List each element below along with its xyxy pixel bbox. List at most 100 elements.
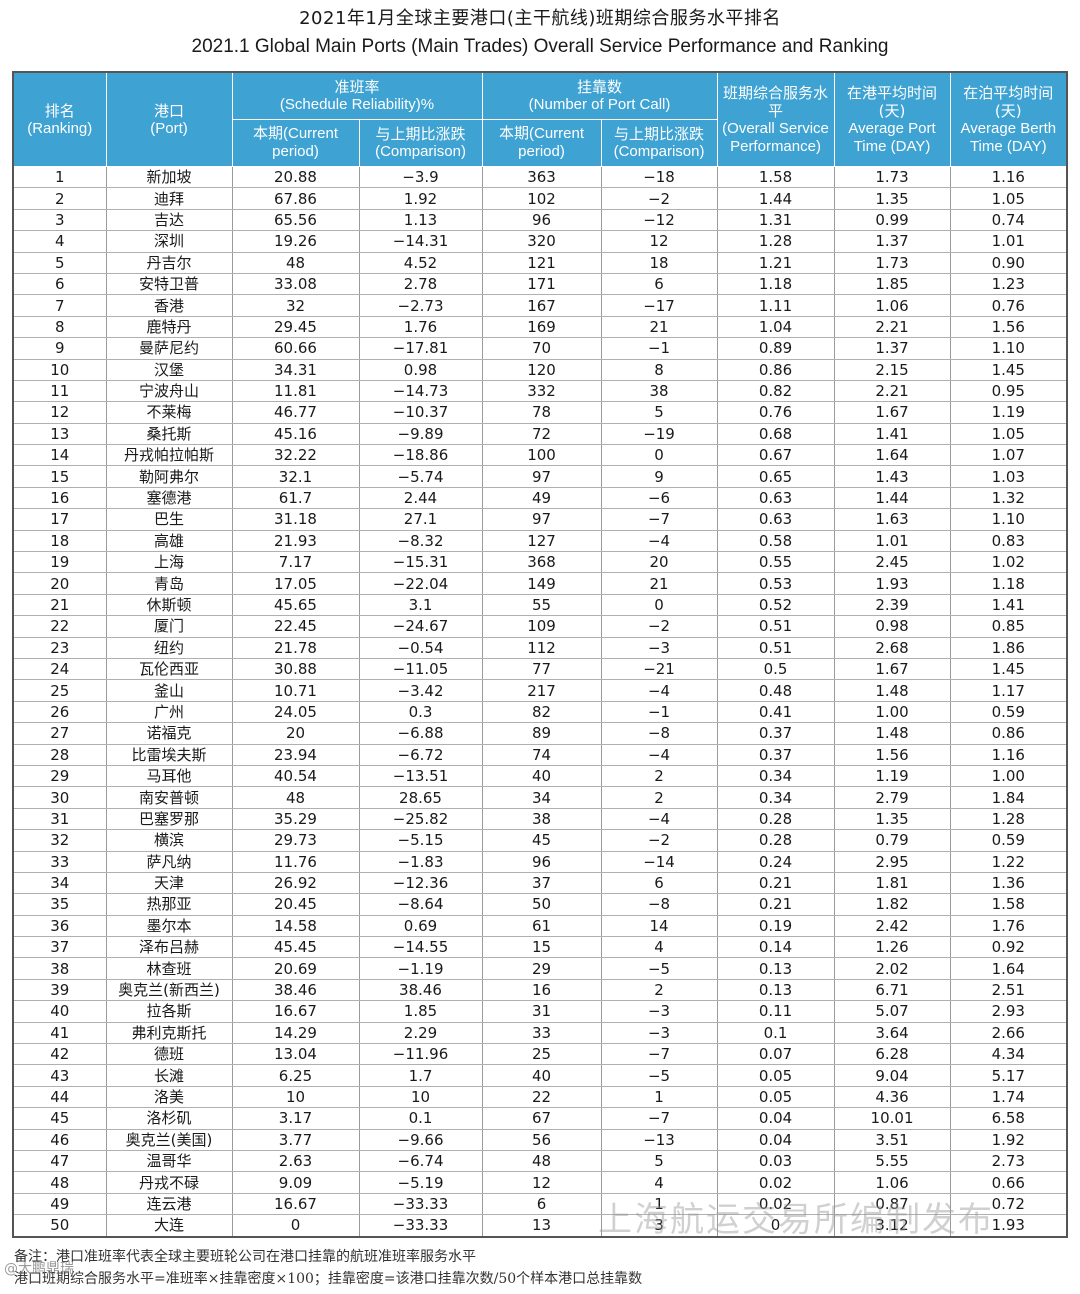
cell-port: 洛美 xyxy=(106,1086,233,1109)
cell-overall-service: 0.02 xyxy=(717,1193,835,1216)
cell-rank: 28 xyxy=(13,744,107,766)
cell-rank: 6 xyxy=(13,273,107,296)
cell-reliability-current: 3.17 xyxy=(232,1107,360,1130)
cell-reliability-comparison: 0.98 xyxy=(359,359,483,381)
cell-avg-berth-time: 0.92 xyxy=(950,936,1068,959)
cell-reliability-comparison: 2.29 xyxy=(359,1022,483,1045)
table-row: 15 勒阿弗尔 32.1 −5.74 97 9 0.65 1.43 1.03 xyxy=(13,465,1068,488)
cell-overall-service: 0 xyxy=(717,1214,835,1238)
cell-reliability-comparison: −5.74 xyxy=(359,465,483,488)
cell-port: 吉达 xyxy=(106,209,233,232)
cell-portcall-current: 96 xyxy=(482,209,602,232)
cell-port: 汉堡 xyxy=(106,359,233,381)
table-row: 23 纽约 21.78 −0.54 112 −3 0.51 2.68 1.86 xyxy=(13,637,1068,659)
cell-port: 巴塞罗那 xyxy=(106,808,233,831)
cell-avg-berth-time: 1.17 xyxy=(950,679,1068,702)
cell-portcall-comparison: 14 xyxy=(601,915,718,938)
cell-portcall-current: 72 xyxy=(482,423,602,446)
table-row: 2 迪拜 67.86 1.92 102 −2 1.44 1.35 1.05 xyxy=(13,187,1068,210)
cell-avg-port-time: 1.35 xyxy=(834,808,951,831)
table-row: 6 安特卫普 33.08 2.78 171 6 1.18 1.85 1.23 xyxy=(13,273,1068,296)
table-row: 34 天津 26.92 −12.36 37 6 0.21 1.81 1.36 xyxy=(13,872,1068,895)
cell-portcall-comparison: −3 xyxy=(601,1000,718,1023)
cell-portcall-current: 363 xyxy=(482,166,602,189)
cell-port: 热那亚 xyxy=(106,893,233,916)
cell-reliability-comparison: −11.05 xyxy=(359,658,483,681)
cell-avg-port-time: 1.06 xyxy=(834,1171,951,1194)
cell-rank: 12 xyxy=(13,401,107,424)
cell-rank: 17 xyxy=(13,508,107,531)
cell-overall-service: 1.11 xyxy=(717,294,835,317)
cell-portcall-comparison: 4 xyxy=(601,936,718,959)
cell-reliability-comparison: −5.15 xyxy=(359,829,483,852)
cell-reliability-comparison: −33.33 xyxy=(359,1214,483,1238)
cell-port: 勒阿弗尔 xyxy=(106,465,233,488)
cell-avg-port-time: 1.35 xyxy=(834,187,951,210)
table-row: 30 南安普顿 48 28.65 34 2 0.34 2.79 1.84 xyxy=(13,786,1068,809)
cell-rank: 13 xyxy=(13,423,107,446)
cell-portcall-current: 31 xyxy=(482,1000,602,1023)
cell-avg-port-time: 3.64 xyxy=(834,1022,951,1045)
cell-avg-berth-time: 6.58 xyxy=(950,1107,1068,1130)
cell-reliability-current: 14.29 xyxy=(232,1022,360,1045)
cell-avg-port-time: 6.71 xyxy=(834,979,951,1002)
cell-port: 桑托斯 xyxy=(106,423,233,446)
table-row: 41 弗利克斯托 14.29 2.29 33 −3 0.1 3.64 2.66 xyxy=(13,1022,1068,1045)
cell-reliability-current: 30.88 xyxy=(232,658,360,681)
cell-reliability-comparison: −1.83 xyxy=(359,851,483,873)
cell-avg-port-time: 2.68 xyxy=(834,637,951,659)
cell-overall-service: 0.41 xyxy=(717,701,835,724)
cell-rank: 7 xyxy=(13,294,107,317)
cell-reliability-comparison: 27.1 xyxy=(359,508,483,531)
cell-overall-service: 0.04 xyxy=(717,1107,835,1130)
cell-rank: 1 xyxy=(13,166,107,189)
cell-avg-berth-time: 1.28 xyxy=(950,808,1068,831)
cell-reliability-current: 21.93 xyxy=(232,530,360,553)
cell-portcall-comparison: 0 xyxy=(601,444,718,467)
cell-avg-berth-time: 1.74 xyxy=(950,1086,1068,1109)
cell-port: 休斯顿 xyxy=(106,594,233,617)
cell-rank: 45 xyxy=(13,1107,107,1130)
cell-portcall-current: 97 xyxy=(482,465,602,488)
cell-rank: 27 xyxy=(13,722,107,745)
cell-rank: 24 xyxy=(13,658,107,681)
cell-portcall-comparison: −7 xyxy=(601,508,718,531)
title-chinese: 2021年1月全球主要港口(主干航线)班期综合服务水平排名 xyxy=(299,8,781,29)
cell-portcall-comparison: 0 xyxy=(601,594,718,617)
cell-avg-berth-time: 1.03 xyxy=(950,465,1068,488)
cell-portcall-current: 89 xyxy=(482,722,602,745)
cell-overall-service: 0.02 xyxy=(717,1171,835,1194)
cell-avg-berth-time: 0.59 xyxy=(950,701,1068,724)
cell-avg-berth-time: 1.01 xyxy=(950,230,1068,253)
table-row: 42 德班 13.04 −11.96 25 −7 0.07 6.28 4.34 xyxy=(13,1043,1068,1066)
cell-avg-port-time: 5.55 xyxy=(834,1150,951,1173)
cell-port: 弗利克斯托 xyxy=(106,1022,233,1045)
table-row: 49 连云港 16.67 −33.33 6 1 0.02 0.87 0.72 xyxy=(13,1193,1068,1216)
cell-overall-service: 1.18 xyxy=(717,273,835,296)
cell-overall-service: 0.34 xyxy=(717,786,835,809)
cell-port: 鹿特丹 xyxy=(106,316,233,339)
header-rank: 排名 (Ranking) xyxy=(12,71,107,167)
table-row: 3 吉达 65.56 1.13 96 −12 1.31 0.99 0.74 xyxy=(13,209,1068,232)
cell-avg-port-time: 2.45 xyxy=(834,551,951,574)
cell-overall-service: 0.07 xyxy=(717,1043,835,1066)
cell-reliability-comparison: −18.86 xyxy=(359,444,483,467)
cell-port: 连云港 xyxy=(106,1193,233,1216)
cell-rank: 39 xyxy=(13,979,107,1002)
cell-reliability-current: 20 xyxy=(232,722,360,745)
cell-overall-service: 0.52 xyxy=(717,594,835,617)
cell-avg-port-time: 2.95 xyxy=(834,851,951,873)
cell-reliability-current: 9.09 xyxy=(232,1171,360,1194)
cell-rank: 21 xyxy=(13,594,107,617)
cell-reliability-current: 2.63 xyxy=(232,1150,360,1173)
cell-portcall-comparison: −4 xyxy=(601,679,718,702)
watermark-text: 上海航运交易所编制发布 xyxy=(598,1200,994,1240)
cell-avg-berth-time: 2.73 xyxy=(950,1150,1068,1173)
cell-avg-berth-time: 2.66 xyxy=(950,1022,1068,1045)
cell-reliability-current: 45.65 xyxy=(232,594,360,617)
cell-portcall-comparison: −5 xyxy=(601,1064,718,1087)
cell-avg-berth-time: 1.45 xyxy=(950,359,1068,381)
cell-reliability-comparison: 0.1 xyxy=(359,1107,483,1130)
cell-reliability-comparison: −3.42 xyxy=(359,679,483,702)
table-row: 24 瓦伦西亚 30.88 −11.05 77 −21 0.5 1.67 1.45 xyxy=(13,658,1068,681)
